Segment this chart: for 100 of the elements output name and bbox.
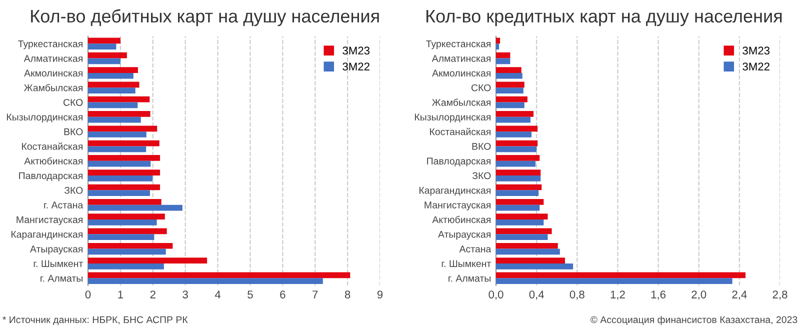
- bar: [88, 190, 150, 196]
- y-tick-label: СКО: [471, 84, 491, 92]
- x-tick-label: 1: [118, 290, 123, 298]
- bar: [496, 190, 539, 196]
- chart-title: Кол-во кредитных карт на душу населения: [426, 10, 782, 26]
- bar: [496, 82, 524, 88]
- bar: [496, 126, 538, 132]
- x-tick-label: 5: [248, 290, 253, 298]
- y-tick-label: Костанайская: [430, 128, 490, 136]
- bar: [88, 272, 350, 278]
- y-tick-label: Жамбылская: [432, 98, 490, 106]
- bar: [496, 132, 532, 138]
- bar: [496, 146, 537, 152]
- x-tick-label: 0,0: [488, 290, 504, 300]
- bar: [88, 82, 140, 88]
- bar: [496, 184, 542, 190]
- bar: [496, 102, 524, 108]
- x-tick-label: 6: [280, 290, 286, 298]
- bar: [88, 88, 136, 94]
- y-tick-label: г. Астана: [44, 202, 84, 208]
- text: © Ассоциация финансистов Казахстана, 2023: [590, 316, 798, 326]
- legend-label: 3М22: [342, 62, 370, 70]
- y-tick-label: ЗКО: [472, 172, 491, 180]
- y-tick-label: Карагандинская: [419, 187, 490, 196]
- bar: [496, 72, 522, 79]
- legend-label: 3М23: [742, 46, 770, 55]
- x-tick-label: 2,4: [732, 290, 747, 300]
- bar: [496, 263, 574, 270]
- y-tick-label: Костанайская: [22, 142, 82, 150]
- bar: [496, 228, 552, 234]
- x-tick-label: 1,6: [651, 290, 666, 300]
- bar: [496, 242, 558, 249]
- bar: [88, 72, 134, 79]
- bar: [88, 67, 138, 73]
- bar: [88, 52, 127, 58]
- text: * Источник данных: НБРК, БНС АСПР РК: [2, 316, 188, 325]
- bar: [496, 176, 541, 182]
- bar: [88, 228, 167, 234]
- bar: [88, 140, 160, 146]
- bar: [496, 111, 534, 117]
- y-tick-label: Туркестанская: [426, 40, 490, 50]
- x-tick-label: 2,0: [692, 290, 706, 300]
- bar: [88, 58, 120, 64]
- y-tick-label: СКО: [63, 98, 83, 106]
- legend-label: 3М22: [742, 62, 770, 70]
- bar: [88, 234, 154, 240]
- x-tick-label: 9: [377, 290, 383, 298]
- bar: [88, 263, 164, 270]
- bar: [88, 111, 150, 117]
- bar: [88, 198, 162, 205]
- bar: [88, 116, 141, 123]
- bar: [496, 116, 530, 123]
- y-tick-label: Павлодарская: [427, 158, 490, 166]
- bar: [496, 96, 528, 102]
- bar: [88, 176, 153, 182]
- y-tick-label: Алматинская: [432, 55, 490, 62]
- y-tick-label: Кызылординская: [6, 114, 82, 122]
- bar: [496, 204, 540, 211]
- y-tick-label: Астана: [459, 246, 492, 252]
- x-tick-label: 4: [214, 290, 221, 298]
- y-tick-label: г. Алматы: [40, 274, 82, 282]
- bar: [496, 170, 541, 176]
- bar: [496, 44, 500, 50]
- bar: [496, 52, 510, 58]
- bar: [88, 242, 173, 249]
- x-tick-label: 0: [85, 290, 91, 298]
- y-tick-label: Актюбинская: [432, 216, 490, 224]
- bar: [88, 38, 120, 44]
- chart-title: Кол-во дебитных карт на душу населения: [31, 9, 379, 26]
- x-tick-label: 7: [312, 290, 318, 298]
- bar: [496, 278, 732, 284]
- y-tick-label: Алматинская: [24, 55, 82, 62]
- y-tick-label: Актюбинская: [24, 157, 82, 164]
- x-tick-label: 8: [344, 290, 350, 298]
- bar: [496, 220, 544, 226]
- bar: [88, 160, 151, 167]
- bar: [496, 160, 536, 167]
- legend-label: 3М23: [342, 46, 370, 55]
- y-tick-label: г. Шымкент: [34, 260, 83, 268]
- bar: [88, 155, 160, 161]
- bar: [496, 155, 540, 161]
- bar: [88, 96, 150, 102]
- bar: [88, 278, 323, 284]
- y-tick-label: Кызылординская: [414, 114, 490, 122]
- bar: [88, 146, 146, 152]
- y-tick-label: Акмолинская: [432, 70, 490, 77]
- y-tick-label: Мангистауская: [424, 202, 490, 210]
- bar: [496, 58, 510, 64]
- bar: [88, 248, 166, 255]
- bar: [496, 88, 524, 94]
- bar: [496, 38, 500, 44]
- x-tick-label: 2,8: [772, 290, 788, 300]
- bar: [88, 132, 146, 138]
- x-tick-label: 0,4: [529, 290, 544, 300]
- bar: [496, 140, 538, 146]
- x-tick-label: 3: [182, 290, 188, 298]
- bar: [88, 184, 160, 190]
- bar: [496, 67, 522, 73]
- bar: [496, 258, 565, 264]
- y-tick-label: ВКО: [64, 128, 83, 136]
